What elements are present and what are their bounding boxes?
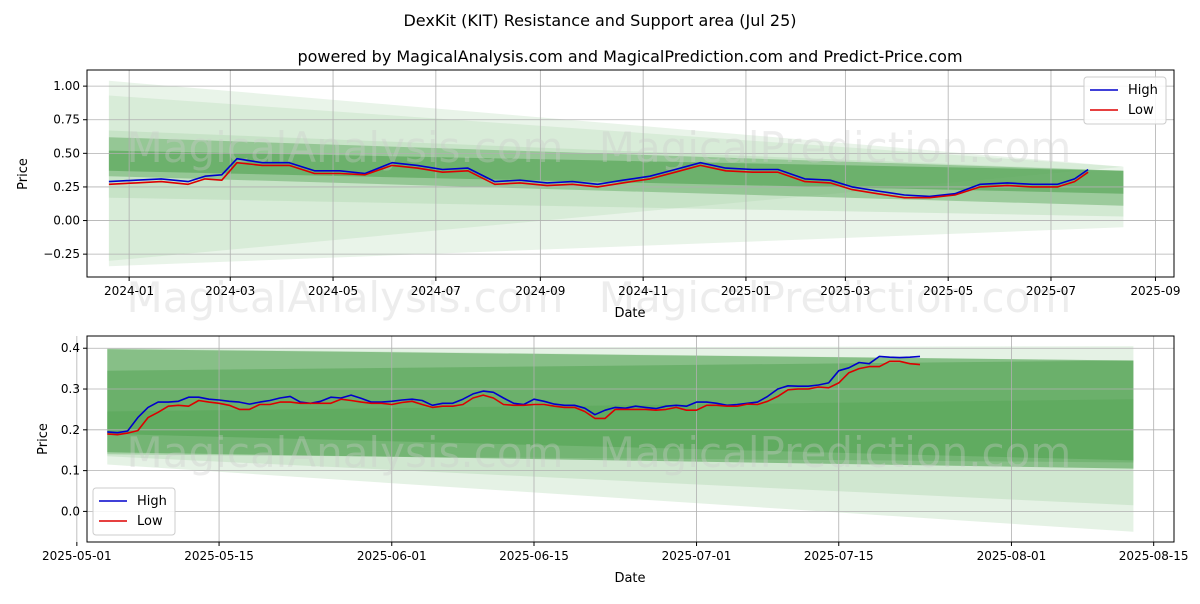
top-legend: High Low (1083, 76, 1167, 125)
bottom-panel: MagicalAnalysis.com MagicalPrediction.co… (36, 335, 1189, 586)
band-4 (107, 399, 1134, 463)
y-tick-label: 0.3 (61, 382, 80, 396)
top-y-axis-label: Price (16, 158, 31, 190)
watermark-left: MagicalAnalysis.com (127, 273, 564, 322)
x-tick-label: 2025-09 (1130, 284, 1180, 298)
top-series-lines (108, 157, 1089, 199)
bottom-series-lines (107, 355, 921, 436)
bottom-y-ticks: 0.4 0.3 0.2 0.1 0.0 (61, 341, 87, 518)
series-low-line (107, 360, 921, 436)
x-tick-label: 2025-07 (1026, 284, 1076, 298)
x-tick-label: 2025-05-15 (184, 549, 254, 563)
watermark-right: MagicalPrediction.com (599, 273, 1072, 322)
x-tick-label: 2025-06-01 (357, 549, 427, 563)
band-4 (108, 150, 1124, 194)
watermark-left: MagicalAnalysis.com (127, 123, 564, 172)
top-x-ticks: 2024-01 2024-03 2024-05 2024-07 2024-09 2024-… (104, 277, 1181, 298)
bottom-legend: High Low (92, 487, 176, 536)
x-tick-label: 2025-08-01 (977, 549, 1047, 563)
legend-high-label: High (137, 494, 167, 509)
x-tick-label: 2025-07-15 (804, 549, 874, 563)
series-low-line (108, 161, 1089, 199)
bottom-y-axis-label: Price (36, 423, 51, 455)
watermark-right: MagicalPrediction.com (599, 123, 1072, 172)
y-tick-label: 0.4 (61, 341, 80, 355)
watermark-left: MagicalAnalysis.com (127, 428, 564, 477)
x-tick-label: 2025-03 (820, 284, 870, 298)
top-grid (87, 70, 1174, 277)
x-tick-label: 2025-06-15 (499, 549, 569, 563)
bottom-x-ticks: 2025-05-01 2025-05-15 2025-06-01 2025-06-15… (42, 542, 1189, 563)
top-axes-frame (86, 69, 1175, 278)
x-tick-label: 2025-01 (721, 284, 771, 298)
figure-subtitle: powered by MagicalAnalysis.com and Magic… (297, 47, 962, 66)
x-tick-label: 2024-03 (205, 284, 255, 298)
y-tick-label: 0.1 (61, 464, 80, 478)
series-high-line (108, 157, 1089, 198)
y-tick-label: 0.2 (61, 423, 80, 437)
x-tick-label: 2024-09 (515, 284, 565, 298)
y-tick-label: −0.25 (43, 247, 80, 261)
top-y-ticks: 1.00 0.75 0.50 0.25 0.00 −0.25 (43, 79, 87, 261)
figure-title: DexKit (KIT) Resistance and Support area… (403, 11, 796, 30)
x-tick-label: 2025-05 (923, 284, 973, 298)
y-tick-label: 0.75 (53, 113, 80, 127)
series-high-line (107, 355, 921, 434)
x-tick-label: 2024-07 (411, 284, 461, 298)
legend-low-label: Low (137, 514, 163, 529)
bottom-grid (76, 336, 1174, 542)
x-tick-label: 2025-07-01 (662, 549, 732, 563)
top-panel: MagicalAnalysis.com MagicalPrediction.co… (16, 69, 1181, 322)
x-tick-label: 2025-08-15 (1119, 549, 1189, 563)
legend-high-label: High (1128, 83, 1158, 98)
top-support-resistance-bands (108, 80, 1124, 267)
y-tick-label: 0.50 (53, 146, 80, 160)
bottom-x-axis-label: Date (614, 571, 645, 586)
bottom-support-resistance-bands (107, 346, 1134, 532)
x-tick-label: 2025-05-01 (42, 549, 112, 563)
x-tick-label: 2024-01 (104, 284, 154, 298)
bottom-axes-frame (86, 335, 1175, 543)
band-3 (107, 360, 1134, 461)
watermark-right: MagicalPrediction.com (599, 428, 1072, 477)
y-tick-label: 0.0 (61, 504, 80, 518)
y-tick-label: 0.00 (53, 214, 80, 228)
x-tick-label: 2024-11 (618, 284, 668, 298)
y-tick-label: 0.25 (53, 180, 80, 194)
top-x-axis-label: Date (614, 306, 645, 321)
x-tick-label: 2024-05 (308, 284, 358, 298)
y-tick-label: 1.00 (53, 79, 80, 93)
legend-low-label: Low (1128, 103, 1154, 118)
